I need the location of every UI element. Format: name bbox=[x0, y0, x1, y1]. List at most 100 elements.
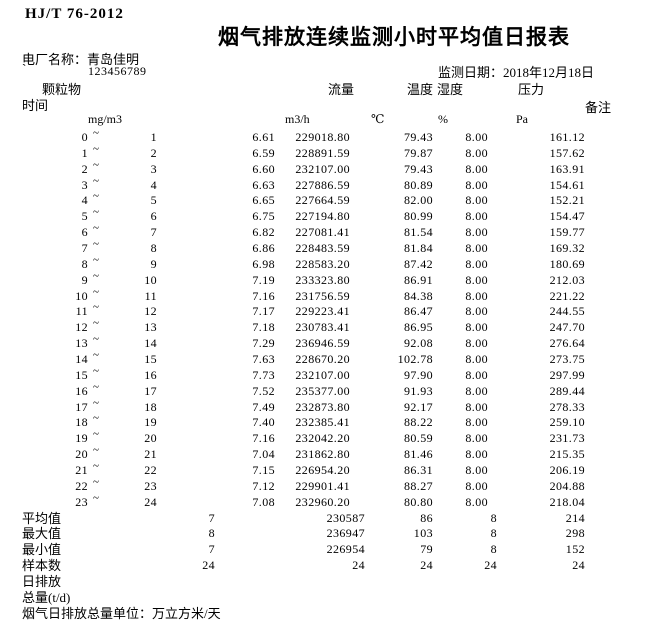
cell-temperature: 92.17 bbox=[404, 399, 433, 414]
cell-hour-to: 1 bbox=[150, 130, 157, 144]
cell-hour-from: 18 bbox=[75, 415, 88, 430]
table-row: 21 ~22 7.15 226954.20 86.31 8.00 206.19 bbox=[0, 460, 653, 479]
cell-hour-to: 21 bbox=[144, 447, 157, 462]
cell-remark bbox=[585, 146, 653, 162]
cell-pressure: 231.73 bbox=[549, 431, 585, 446]
cell-hour-to: 23 bbox=[144, 478, 157, 493]
cell-flow: 227194.80 bbox=[295, 209, 350, 224]
table-row: 3 ~4 6.63 227886.59 80.89 8.00 154.61 bbox=[0, 175, 653, 194]
cell-flow: 227664.59 bbox=[295, 193, 350, 208]
table-row: 6 ~7 6.82 227081.41 81.54 8.00 159.77 bbox=[0, 222, 653, 241]
summary-label: 最大值 bbox=[22, 526, 62, 542]
table-row: 23 ~24 7.08 232960.20 80.80 8.00 218.04 bbox=[0, 492, 653, 511]
cell-humidity: 8.00 bbox=[465, 161, 488, 176]
cell-remark bbox=[585, 431, 653, 447]
cell-humidity: 8.00 bbox=[465, 415, 488, 430]
table-row: 7 ~8 6.86 228483.59 81.84 8.00 169.32 bbox=[0, 238, 653, 257]
cell-pm: 7.19 bbox=[252, 272, 275, 287]
cell-humidity: 8.00 bbox=[465, 256, 488, 271]
tilde-mark: ~ bbox=[93, 317, 99, 330]
tilde-mark: ~ bbox=[93, 380, 99, 393]
table-row: 18 ~19 7.40 232385.41 88.22 8.00 259.10 bbox=[0, 412, 653, 431]
cell-remark bbox=[585, 400, 653, 416]
cell-flow: 227886.59 bbox=[295, 177, 350, 192]
col-header-pm: 颗粒物 bbox=[42, 82, 82, 97]
cell-remark bbox=[585, 463, 653, 479]
cell-pm: 6.61 bbox=[252, 130, 275, 144]
cell-humidity: 8 bbox=[490, 526, 497, 541]
cell-pressure: 152 bbox=[565, 542, 585, 557]
cell-humidity: 8.00 bbox=[465, 352, 488, 367]
cell-temperature: 86.95 bbox=[404, 320, 433, 335]
cell-hour-from: 23 bbox=[75, 494, 88, 509]
cell-remark bbox=[585, 162, 653, 178]
table-row: 12 ~13 7.18 230783.41 86.95 8.00 247.70 bbox=[0, 317, 653, 336]
table-row: 8 ~9 6.98 228583.20 87.42 8.00 180.69 bbox=[0, 254, 653, 273]
cell-pressure: 159.77 bbox=[549, 225, 585, 240]
cell-pressure: 154.47 bbox=[549, 209, 585, 224]
cell-remark bbox=[585, 447, 653, 463]
cell-hour-from: 17 bbox=[75, 399, 88, 414]
monitor-date-line: 监测日期：2018年12月18日 bbox=[438, 62, 594, 81]
cell-flow: 226954 bbox=[326, 542, 365, 557]
table-row: 16 ~17 7.52 235377.00 91.93 8.00 289.44 bbox=[0, 381, 653, 400]
cell-humidity: 8.00 bbox=[465, 225, 488, 240]
cell-pressure bbox=[497, 574, 585, 590]
cell-pm: 7.40 bbox=[252, 415, 275, 430]
tilde-mark: ~ bbox=[93, 269, 99, 282]
cell-hour-from: 3 bbox=[81, 177, 88, 192]
cell-humidity: 8.00 bbox=[465, 130, 488, 144]
cell-hour-to: 19 bbox=[144, 415, 157, 430]
cell-pressure: 218.04 bbox=[549, 494, 585, 509]
cell-temperature: 24 bbox=[420, 558, 433, 573]
tilde-mark: ~ bbox=[93, 444, 99, 457]
cell-hour-from: 13 bbox=[75, 336, 88, 351]
cell-hour-to: 4 bbox=[150, 177, 157, 192]
cell-hour-to: 17 bbox=[144, 383, 157, 398]
cell-flow: 232107.00 bbox=[295, 161, 350, 176]
report-table: 0 ~1 6.61 229018.80 79.43 8.00 161.12 1 ~2 6.59 22… bbox=[0, 127, 653, 622]
tilde-mark: ~ bbox=[93, 206, 99, 219]
tick-mark: ` bbox=[22, 61, 27, 76]
cell-flow: 231862.80 bbox=[295, 447, 350, 462]
col-header-time: 时间 bbox=[22, 98, 49, 113]
cell-hour-to: 2 bbox=[150, 145, 157, 160]
cell-flow: 232385.41 bbox=[295, 415, 350, 430]
cell-humidity: 8 bbox=[490, 510, 497, 525]
cell-flow: 233323.80 bbox=[295, 272, 350, 287]
cell-pressure: 289.44 bbox=[549, 383, 585, 398]
cell-remark bbox=[585, 320, 653, 336]
summary-label: 总量(t/d) bbox=[22, 589, 71, 605]
table-row: 14 ~15 7.63 228670.20 102.78 8.00 273.75 bbox=[0, 349, 653, 368]
cell-remark bbox=[585, 130, 653, 146]
cell-flow: 236947 bbox=[326, 526, 365, 541]
cell-hour-from: 12 bbox=[75, 320, 88, 335]
cell-pm: 6.86 bbox=[252, 241, 275, 256]
plant-name-line: 电厂名称：青岛佳明 bbox=[22, 49, 139, 68]
cell-remark bbox=[585, 590, 653, 606]
cell-hour-to: 10 bbox=[144, 272, 157, 287]
cell-humidity: 8.00 bbox=[465, 367, 488, 382]
cell-flow: 229223.41 bbox=[295, 304, 350, 319]
cell-hour-from: 5 bbox=[81, 209, 88, 224]
tilde-mark: ~ bbox=[93, 238, 99, 251]
cell-remark bbox=[585, 352, 653, 368]
cell-pm: 7.16 bbox=[252, 431, 275, 446]
table-row: 15 ~16 7.73 232107.00 97.90 8.00 297.99 bbox=[0, 365, 653, 384]
unit-pm: mg/m3 bbox=[88, 112, 123, 126]
table-row: 13 ~14 7.29 236946.59 92.08 8.00 276.64 bbox=[0, 333, 653, 352]
cell-hour-to: 8 bbox=[150, 241, 157, 256]
tilde-mark: ~ bbox=[93, 475, 99, 488]
cell-flow: 232107.00 bbox=[295, 367, 350, 382]
cell-hour-from: 7 bbox=[81, 241, 88, 256]
tilde-mark: ~ bbox=[93, 158, 99, 171]
unit-note: 烟气日排放总量单位：万立方米/天 bbox=[22, 605, 221, 621]
plant-code: 123456789 bbox=[88, 64, 147, 78]
cell-humidity: 8.00 bbox=[465, 463, 488, 478]
col-header-flow: 流量 bbox=[328, 82, 355, 97]
cell-temperature: 81.46 bbox=[404, 447, 433, 462]
plant-name-value: 青岛佳明 bbox=[87, 52, 140, 67]
summary-row: 平均值 7 230587 86 8 214 bbox=[0, 511, 653, 527]
cell-pressure: 247.70 bbox=[549, 320, 585, 335]
